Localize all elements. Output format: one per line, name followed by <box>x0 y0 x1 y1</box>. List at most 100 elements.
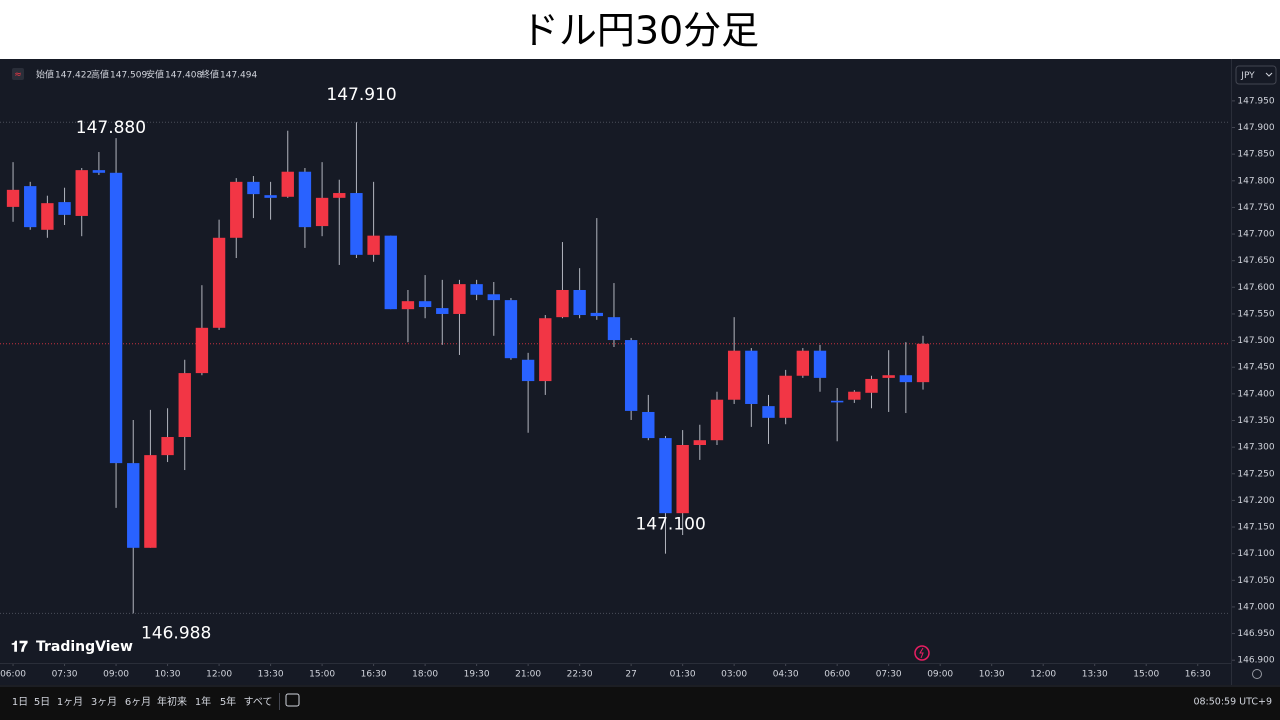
x-tick-label: 13:30 <box>1082 670 1108 680</box>
ohlc-value: 147.509 <box>110 71 147 81</box>
y-tick-label: 147.400 <box>1237 389 1274 399</box>
y-tick-label: 147.450 <box>1237 363 1274 373</box>
candle-body <box>470 284 483 295</box>
chart-bg <box>0 59 1280 685</box>
price-annotation: 147.100 <box>635 515 705 535</box>
range-button[interactable]: 3ヶ月 <box>91 696 117 708</box>
ohlc-label: 安値 <box>146 69 164 81</box>
x-tick-label: 27 <box>625 670 636 680</box>
candle-body <box>521 359 535 382</box>
ohlc-label: 始値 <box>36 69 54 81</box>
candle-body <box>298 171 312 228</box>
alert-glyph <box>919 647 924 659</box>
candle-body <box>607 317 621 341</box>
candle-body <box>58 202 71 215</box>
candle-body <box>436 308 449 314</box>
candle-body <box>109 172 123 464</box>
candle-body <box>727 350 741 400</box>
range-button[interactable]: 5年 <box>220 695 236 708</box>
candle-body <box>92 170 106 173</box>
symbol-icon-glyph: ≈ <box>14 70 22 80</box>
candle-body <box>487 294 500 301</box>
candle-body <box>75 170 88 216</box>
y-tick-label: 147.850 <box>1237 150 1274 160</box>
candle-body <box>333 193 346 198</box>
x-tick-label: 21:00 <box>515 670 541 680</box>
candle-body <box>710 399 724 441</box>
candle-body <box>401 301 415 310</box>
price-annotation: 146.988 <box>141 623 211 643</box>
range-button[interactable]: 年初来 <box>157 695 187 708</box>
y-tick-label: 147.650 <box>1237 256 1274 266</box>
x-tick-label: 15:00 <box>309 670 335 680</box>
date-range-icon[interactable] <box>285 693 300 707</box>
toolbar-bg <box>0 685 1280 720</box>
candle-body <box>6 189 20 207</box>
x-tick-label: 03:00 <box>721 670 747 680</box>
candle-body <box>762 406 775 418</box>
y-tick-label: 147.550 <box>1237 309 1274 319</box>
candle-body <box>350 193 363 255</box>
candle-body <box>916 343 930 383</box>
candle-body <box>539 318 552 382</box>
y-tick-label: 147.700 <box>1237 230 1274 240</box>
candle-body <box>247 181 260 195</box>
y-tick-label: 147.050 <box>1237 576 1274 586</box>
y-tick-label: 147.800 <box>1237 176 1274 186</box>
ohlc-label: 高値 <box>91 69 109 81</box>
range-button[interactable]: 1ヶ月 <box>57 696 83 708</box>
y-tick-label: 147.250 <box>1237 469 1274 479</box>
x-tick-label: 04:30 <box>773 670 799 680</box>
candle-body <box>830 400 844 403</box>
range-button[interactable]: 1年 <box>195 695 211 708</box>
range-button[interactable]: 1日 <box>12 697 28 708</box>
price-annotation: 147.880 <box>76 118 146 138</box>
x-tick-label: 06:00 <box>0 670 26 680</box>
x-tick-label: 13:30 <box>258 670 284 680</box>
x-tick-label: 15:00 <box>1133 670 1159 680</box>
candle-body <box>384 235 397 310</box>
y-tick-label: 147.200 <box>1237 496 1274 506</box>
candle-body <box>453 284 466 314</box>
candle-body <box>161 437 174 456</box>
symbol-icon <box>12 68 24 80</box>
range-button[interactable]: 6ヶ月 <box>125 696 151 708</box>
y-tick-label: 147.900 <box>1237 123 1274 133</box>
candle-body <box>779 375 792 418</box>
settings-icon[interactable] <box>1252 669 1262 679</box>
y-tick-label: 147.350 <box>1237 416 1274 426</box>
currency-button[interactable] <box>1235 65 1277 85</box>
y-tick-label: 147.100 <box>1237 549 1274 559</box>
candle-body <box>24 186 37 228</box>
candle-body <box>745 350 758 404</box>
y-tick-label: 147.300 <box>1237 443 1274 453</box>
ohlc-value: 147.422 <box>55 71 92 81</box>
candle-body <box>315 197 329 227</box>
range-button[interactable]: すべて <box>244 696 273 708</box>
brand-name: TradingView <box>36 639 133 655</box>
candle-body <box>127 463 140 548</box>
page-title: ドル円30分足 <box>521 9 759 53</box>
candle-body <box>504 300 518 359</box>
candle-body <box>590 312 603 317</box>
x-tick-label: 10:30 <box>155 670 181 680</box>
x-tick-label: 07:30 <box>876 670 902 680</box>
x-tick-label: 09:00 <box>103 670 129 680</box>
candle-body <box>178 373 191 438</box>
currency-label: JPY <box>1240 71 1255 81</box>
candle-body <box>659 438 672 514</box>
x-tick-label: 01:30 <box>670 670 696 680</box>
y-tick-label: 147.600 <box>1237 283 1274 293</box>
y-tick-label: 146.950 <box>1237 629 1274 639</box>
y-tick-label: 147.000 <box>1237 602 1274 612</box>
x-tick-label: 19:30 <box>464 670 490 680</box>
candle-body <box>556 289 569 318</box>
x-tick-label: 16:30 <box>361 670 387 680</box>
candle-body <box>418 301 432 308</box>
y-tick-label: 147.750 <box>1237 203 1274 213</box>
candle-body <box>41 203 54 230</box>
candle-body <box>230 181 243 238</box>
range-button[interactable]: 5日 <box>34 697 50 708</box>
alert-icon[interactable] <box>914 645 930 661</box>
